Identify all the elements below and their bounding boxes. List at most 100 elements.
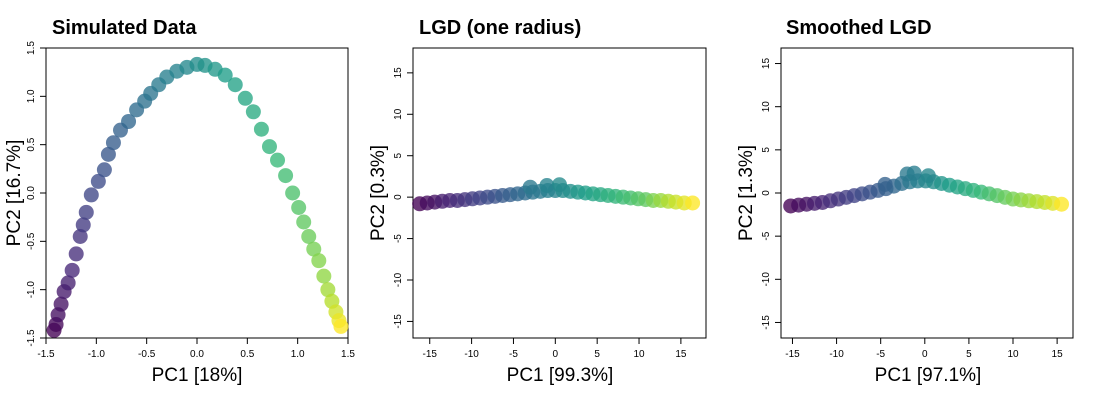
x-tick-label: -1.5: [37, 349, 55, 360]
panel-title: Smoothed LGD: [786, 17, 932, 39]
y-tick-label: 0: [761, 190, 772, 196]
y-tick-label: 0.5: [26, 137, 37, 151]
x-axis-label: PC1 [97.1%]: [875, 365, 982, 386]
y-tick-label: -5: [761, 231, 772, 240]
points: [783, 165, 1070, 214]
x-tick-label: 5: [966, 349, 972, 360]
y-tick-label: -10: [761, 272, 772, 287]
y-tick-label: 10: [761, 101, 772, 113]
data-point: [237, 90, 253, 106]
data-point: [906, 165, 922, 181]
data-point: [105, 135, 121, 151]
y-axis-label: PC2 [1.3%]: [736, 145, 757, 241]
points: [412, 177, 701, 212]
data-point: [75, 217, 91, 233]
y-tick-label: 1.5: [26, 41, 37, 55]
panel-smoothed-lgd: Smoothed LGD -15 -10 -5 0 5 10 15 -15 -10 -5 0 5 10…: [736, 17, 1074, 386]
data-point: [217, 67, 233, 83]
x-tick-label: 5: [594, 349, 600, 360]
y-tick-label: 5: [761, 147, 772, 153]
y-tick-label: -10: [393, 272, 404, 287]
data-point: [311, 253, 327, 269]
data-point: [333, 318, 349, 334]
x-tick-label: -10: [464, 349, 479, 360]
data-point: [64, 262, 80, 278]
data-point: [60, 275, 76, 291]
x-axis-label: PC1 [99.3%]: [507, 365, 614, 386]
data-point: [90, 173, 106, 189]
x-axis-label: PC1 [18%]: [152, 365, 243, 386]
data-point: [877, 176, 893, 192]
y-tick-label: 15: [393, 67, 404, 79]
x-tick-label: 15: [675, 349, 687, 360]
y-axis-label: PC2 [16.7%]: [4, 140, 25, 247]
data-point: [245, 104, 261, 120]
x-tick-label: 0: [553, 349, 559, 360]
data-point: [83, 187, 99, 203]
y-tick-label: -15: [393, 314, 404, 329]
y-tick-label: 15: [761, 58, 772, 70]
data-point: [285, 185, 301, 201]
x-tick-label: -0.5: [138, 349, 156, 360]
data-point: [227, 77, 243, 93]
y-tick-label: 0: [393, 194, 404, 200]
x-tick-label: -5: [876, 349, 885, 360]
y-tick-label: -5: [393, 234, 404, 243]
x-tick-label: -15: [423, 349, 438, 360]
x-tick-label: 0: [922, 349, 928, 360]
data-point: [278, 168, 294, 184]
y-ticks: -1.5 -1.0 -0.5 0.0 0.5 1.0 1.5: [26, 41, 46, 347]
x-tick-label: -1.0: [88, 349, 106, 360]
data-point: [270, 152, 286, 168]
data-point: [53, 296, 69, 312]
data-point: [96, 162, 112, 178]
data-point: [685, 195, 701, 211]
panel-simulated-data: Simulated Data -1.5 -1.0 -0.5 0.0 0.5 1.0 1.5 …: [4, 17, 355, 386]
y-tick-label: -1.0: [26, 281, 37, 299]
data-point: [316, 268, 332, 284]
x-tick-label: 15: [1052, 349, 1064, 360]
y-axis-label: PC2 [0.3%]: [368, 145, 389, 241]
data-point: [301, 229, 317, 244]
y-tick-label: -0.5: [26, 232, 37, 250]
x-tick-label: -15: [785, 349, 800, 360]
x-ticks: -15 -10 -5 0 5 10 15: [785, 338, 1063, 360]
data-point: [920, 168, 936, 184]
x-tick-label: 0.0: [190, 349, 204, 360]
data-point: [121, 113, 137, 129]
data-point: [552, 177, 567, 193]
x-tick-label: 10: [1007, 349, 1019, 360]
data-point: [320, 282, 336, 298]
data-point: [261, 139, 277, 155]
plot-frame: [780, 47, 1074, 339]
panel-title: LGD (one radius): [419, 17, 581, 39]
panel-title: Simulated Data: [52, 17, 197, 39]
y-tick-label: 10: [393, 108, 404, 120]
x-ticks: -1.5 -1.0 -0.5 0.0 0.5 1.0 1.5: [37, 338, 355, 360]
data-point: [296, 214, 312, 230]
y-ticks: -15 -10 -5 0 5 10 15: [393, 67, 413, 329]
x-tick-label: 0.5: [240, 349, 254, 360]
data-point: [291, 200, 307, 215]
y-tick-label: 0.0: [26, 186, 37, 200]
y-tick-label: 5: [393, 152, 404, 158]
x-tick-label: -10: [829, 349, 844, 360]
y-ticks: -15 -10 -5 0 5 10 15: [761, 58, 781, 330]
data-point: [306, 241, 322, 257]
data-point: [68, 246, 84, 262]
x-tick-label: 10: [633, 349, 645, 360]
data-point: [72, 229, 88, 244]
data-point: [1054, 196, 1070, 212]
panel-lgd-one-radius: LGD (one radius) -15 -10 -5 0 5 10 15 -15 -10 -5…: [368, 17, 707, 386]
plot-frame: [412, 47, 707, 339]
data-point: [78, 204, 94, 220]
x-tick-label: -5: [509, 349, 518, 360]
data-point: [539, 178, 555, 194]
y-tick-label: -15: [761, 315, 772, 330]
y-tick-label: -1.5: [26, 329, 37, 347]
data-point: [253, 121, 269, 137]
x-tick-label: 1.5: [341, 349, 355, 360]
data-point: [100, 146, 116, 162]
data-point: [522, 179, 538, 195]
